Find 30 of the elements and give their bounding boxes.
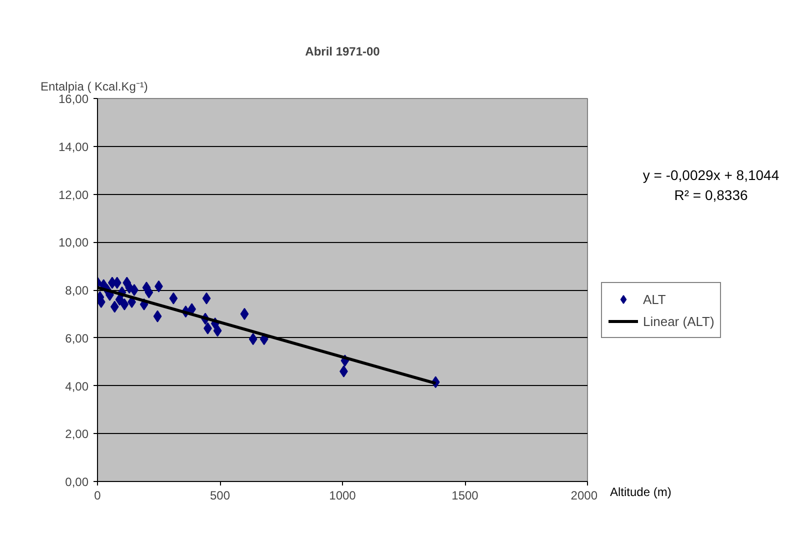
y-tick-label: 16,00	[58, 92, 89, 106]
text: R² = 0,8336	[674, 187, 748, 203]
point	[248, 333, 258, 346]
point	[153, 310, 162, 322]
x-tick-label: 1500	[452, 488, 479, 502]
point	[169, 292, 178, 304]
text: y = -0,0029x + 8,1044	[642, 167, 780, 183]
legend-label: Linear (ALT)	[643, 314, 714, 328]
y-tick-label: 14,00	[58, 140, 89, 154]
x-tick-label: 1000	[329, 488, 356, 502]
point	[213, 324, 222, 337]
y-tick-label: 8,00	[65, 284, 89, 298]
y-axis-title: Entalpia ( Kcal.Kg⁻¹)	[40, 80, 148, 94]
chart-title: Abril 1971-00	[305, 44, 380, 58]
y-tick-label: 4,00	[65, 379, 89, 394]
point	[202, 292, 211, 304]
point	[120, 298, 129, 310]
y-tick-label: 10,00	[58, 236, 89, 250]
y-tick-label: 0,00	[65, 475, 89, 489]
y-tick-label: 6,00	[65, 331, 89, 346]
legend-label: ALT	[643, 292, 666, 306]
x-tick-label: 0	[94, 488, 102, 502]
point	[110, 300, 119, 313]
x-tick-label: 500	[210, 488, 230, 502]
point	[130, 284, 138, 296]
y-tick-label: 2,00	[65, 427, 89, 442]
point	[240, 308, 249, 320]
x-axis-title: Altitude (m)	[610, 484, 672, 501]
y-tick-label: 12,00	[58, 188, 89, 202]
x-tick-label: 2000	[570, 488, 598, 502]
